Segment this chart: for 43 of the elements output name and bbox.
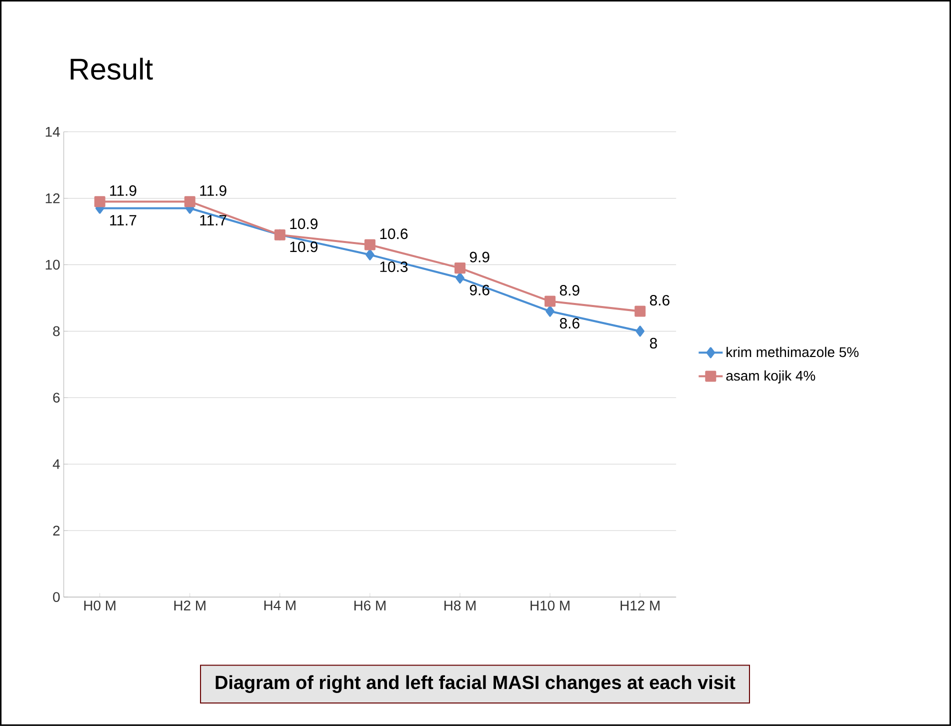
point <box>366 249 374 260</box>
data-label: 10.9 <box>290 242 318 252</box>
data-label: 10.6 <box>380 228 408 240</box>
point <box>364 239 376 250</box>
data-label: 11.9 <box>110 185 136 196</box>
point <box>546 306 554 317</box>
point <box>454 262 466 274</box>
data-label: 10.3 <box>380 262 408 272</box>
point <box>94 196 106 208</box>
data-label: 11.9 <box>200 185 226 196</box>
data-label: 10.9 <box>290 218 318 230</box>
data-label: 8.6 <box>650 295 670 306</box>
point <box>456 272 464 284</box>
y-tick-label: 10 <box>46 260 60 270</box>
legend-label: asam kojik 4% <box>726 370 816 384</box>
data-label: 8.9 <box>560 285 580 296</box>
y-tick-label: 4 <box>52 459 60 469</box>
y-tick-label: 0 <box>53 592 60 602</box>
x-tick-label: H10 M <box>530 600 570 611</box>
text: Diagram of right and left facial MASI changes at each visit <box>216 675 736 694</box>
data-label: 11.7 <box>200 215 226 226</box>
x-tick-label: H6 M <box>354 600 386 611</box>
data-label: 8.6 <box>560 318 580 329</box>
x-tick-label: H2 M <box>174 600 206 610</box>
x-tick-label: H12 M <box>620 600 660 610</box>
y-tick-label: 6 <box>53 392 60 403</box>
y-tick-label: 14 <box>46 127 60 137</box>
x-tick-label: H4 M <box>264 600 296 610</box>
data-label: 9.6 <box>470 284 490 296</box>
y-tick-label: 12 <box>46 193 60 204</box>
point <box>184 196 196 208</box>
data-label: 11.7 <box>110 215 136 226</box>
chart-title: Result <box>70 58 153 80</box>
y-tick-label: 8 <box>53 326 60 336</box>
data-label: 8 <box>650 338 657 349</box>
x-tick-label: H0 M <box>84 600 116 611</box>
point <box>636 326 644 337</box>
data-label: 9.9 <box>470 252 490 262</box>
point <box>634 306 646 317</box>
legend-label: krim methimazole 5% <box>726 346 859 358</box>
y-tick-label: 2 <box>53 526 60 536</box>
point <box>544 296 556 307</box>
x-tick-label: H8 M <box>444 600 476 611</box>
